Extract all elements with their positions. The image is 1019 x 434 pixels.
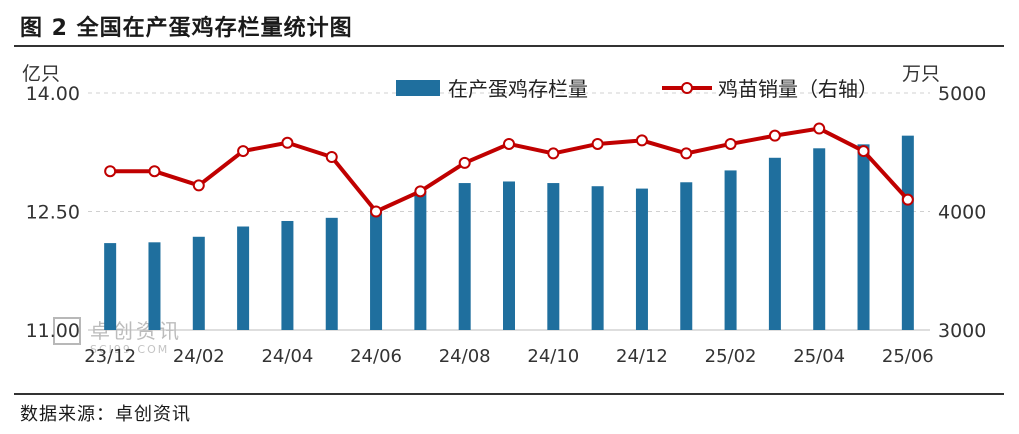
legend-line-marker [681, 82, 693, 94]
x-tick-label: 25/04 [793, 346, 845, 367]
line-point [813, 122, 826, 135]
line-point [724, 137, 737, 150]
line-point [104, 165, 117, 178]
bar-mark [547, 183, 560, 330]
line-point [635, 134, 648, 147]
bar-mark [104, 243, 117, 330]
chart-title: 图 2 全国在产蛋鸡存栏量统计图 [20, 16, 353, 41]
left-tick-label: 12.50 [26, 202, 80, 224]
line-point [458, 156, 471, 169]
bar-mark [414, 190, 427, 330]
x-tick-label: 24/08 [439, 346, 491, 367]
right-tick-label: 4000 [938, 202, 986, 224]
x-tick-label: 25/02 [705, 346, 757, 367]
watermark-text: 卓创资讯 [90, 319, 182, 343]
watermark-logo [53, 317, 81, 345]
right-tick-label: 5000 [938, 83, 986, 105]
right-axis-unit: 万只 [902, 63, 940, 85]
line-point [768, 129, 781, 142]
line-point [148, 165, 161, 178]
x-tick-label: 24/04 [261, 346, 313, 367]
left-tick-label: 14.00 [26, 83, 80, 105]
line-point [503, 137, 515, 150]
line-point [192, 179, 205, 192]
legend-bar-label: 在产蛋鸡存栏量 [448, 77, 588, 101]
legend-line-label: 鸡苗销量（右轴） [718, 77, 878, 101]
title-rule [14, 45, 1004, 47]
line-point [237, 145, 250, 158]
x-tick-label: 24/10 [527, 346, 579, 367]
line-point [857, 145, 870, 158]
source-rule [14, 393, 1004, 395]
line-point [281, 136, 294, 149]
line-point [591, 137, 604, 150]
bar-mark [237, 226, 250, 330]
right-tick-label: 3000 [938, 320, 986, 342]
bar-mark [458, 183, 471, 330]
bar-mark [813, 148, 826, 330]
bar-mark [503, 181, 515, 330]
x-tick-label: 24/06 [350, 346, 402, 367]
line-point [547, 147, 560, 160]
line-point [414, 185, 427, 198]
bar-mark [370, 207, 383, 330]
x-tick-label: 24/02 [173, 346, 225, 367]
x-tick-label: 23/12 [84, 346, 136, 367]
left-axis-unit: 亿只 [22, 63, 60, 85]
bar-mark [857, 144, 870, 330]
bar-mark [591, 186, 604, 330]
line-point [325, 150, 338, 163]
x-tick-label: 25/06 [882, 346, 934, 367]
bar-mark [148, 242, 161, 330]
legend-bar-swatch [396, 80, 440, 96]
bar-mark [724, 170, 737, 330]
bar-mark [325, 217, 338, 330]
bar-mark [680, 182, 693, 330]
source-note: 数据来源：卓创资讯 [20, 404, 191, 425]
bar-mark [281, 220, 294, 330]
watermark: 卓创资讯 SCI99.COM [53, 317, 182, 356]
line-point [901, 193, 914, 206]
bar-mark [901, 135, 914, 330]
watermark-subtext: SCI99.COM [90, 343, 169, 356]
bar-mark [768, 157, 781, 330]
line-point [680, 147, 693, 160]
x-tick-label: 24/12 [616, 346, 668, 367]
left-tick-label: 11.00 [26, 320, 80, 342]
line-point [370, 205, 383, 218]
bar-mark [192, 236, 205, 330]
bar-mark [635, 188, 648, 330]
